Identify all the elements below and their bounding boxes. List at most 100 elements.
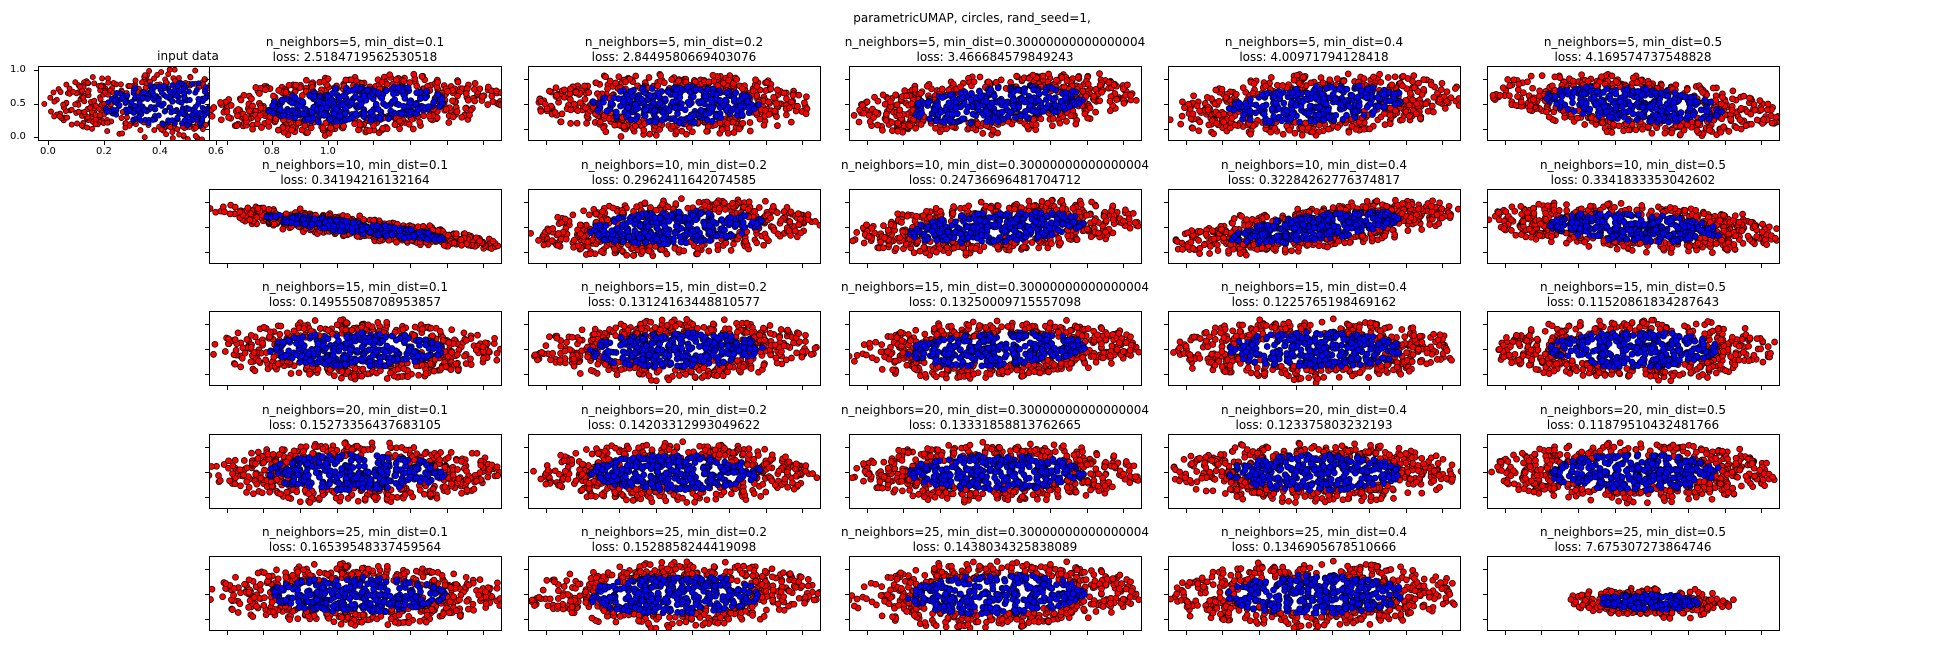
- outer-circle-point: [773, 122, 781, 129]
- outer-circle-point: [104, 119, 111, 126]
- inner-circle-point: [689, 93, 697, 101]
- outer-circle-point: [1052, 76, 1060, 84]
- outer-circle-point: [444, 119, 452, 126]
- outer-circle-point: [601, 128, 609, 136]
- outer-circle-point: [1725, 128, 1732, 135]
- inner-circle-point: [176, 88, 183, 95]
- inner-circle-point: [119, 94, 126, 101]
- outer-circle-point: [566, 96, 574, 103]
- outer-circle-point: [1528, 84, 1536, 92]
- outer-circle-point: [1726, 115, 1734, 123]
- outer-circle-point: [409, 70, 417, 78]
- scatter-plot: [1489, 71, 1779, 139]
- outer-circle-point: [566, 85, 574, 93]
- inner-circle-point: [317, 105, 325, 113]
- x-tick: [48, 141, 49, 145]
- inner-circle-point: [1235, 99, 1243, 107]
- x-tick: [903, 141, 905, 145]
- inner-circle-point: [1225, 105, 1233, 112]
- outer-circle-point: [392, 238, 400, 246]
- outer-circle-point: [443, 88, 451, 95]
- outer-circle-point: [873, 121, 881, 129]
- y-tick-label: 0.0: [10, 131, 26, 142]
- outer-circle-point: [285, 81, 292, 89]
- inner-circle-point: [976, 92, 984, 100]
- outer-circle-point: [1360, 75, 1367, 82]
- outer-circle-point: [911, 86, 918, 93]
- scatter-plot: [1168, 70, 1460, 139]
- outer-circle-point: [105, 79, 112, 86]
- inner-circle-point: [1045, 93, 1053, 101]
- inner-circle-point: [1286, 115, 1294, 123]
- y-tick: [34, 70, 38, 71]
- outer-circle-point: [1763, 106, 1771, 114]
- outer-circle-point: [1429, 108, 1437, 116]
- inner-circle-point: [1328, 83, 1335, 91]
- outer-circle-point: [243, 204, 251, 212]
- outer-circle-point: [118, 115, 125, 121]
- outer-circle-point: [242, 114, 249, 121]
- outer-circle-point: [1427, 81, 1435, 89]
- outer-circle-point: [68, 106, 75, 113]
- inner-circle-point: [738, 111, 745, 119]
- inner-circle-point: [104, 109, 110, 115]
- inner-circle-point: [1705, 115, 1712, 123]
- inner-circle-point: [199, 98, 206, 105]
- outer-circle-point: [487, 92, 495, 100]
- x-tick-label: 0.4: [152, 146, 168, 157]
- outer-circle-point: [906, 122, 913, 130]
- inner-circle-point: [938, 94, 946, 101]
- outer-circle-point: [1436, 95, 1443, 103]
- inner-circle-point: [1624, 117, 1632, 125]
- inner-circle-point: [1686, 98, 1694, 106]
- outer-circle-point: [1736, 116, 1743, 123]
- inner-circle-point: [163, 93, 170, 100]
- outer-circle-point: [1211, 86, 1219, 94]
- outer-circle-point: [453, 92, 461, 100]
- outer-circle-point: [688, 128, 696, 136]
- inner-circle-point: [299, 110, 306, 118]
- outer-circle-point: [409, 125, 417, 133]
- outer-circle-point: [378, 125, 386, 132]
- outer-circle-point: [74, 120, 81, 127]
- outer-circle-point: [1278, 82, 1286, 89]
- outer-circle-point: [1718, 93, 1726, 101]
- outer-circle-point: [489, 98, 496, 105]
- x-tick: [483, 141, 485, 145]
- x-tick: [272, 141, 273, 145]
- x-tick: [940, 141, 942, 145]
- inner-circle-point: [291, 94, 298, 102]
- outer-circle-point: [917, 121, 924, 128]
- outer-circle-point: [1195, 107, 1203, 115]
- outer-circle-point: [882, 117, 889, 124]
- inner-circle-point: [1612, 90, 1619, 98]
- inner-circle-point: [174, 114, 181, 121]
- outer-circle-point: [174, 126, 181, 133]
- inner-circle-point: [192, 108, 199, 115]
- outer-circle-point: [802, 93, 810, 101]
- outer-circle-point: [274, 126, 282, 134]
- outer-circle-point: [324, 75, 331, 83]
- inner-circle-point: [1579, 110, 1586, 118]
- outer-circle-point: [718, 126, 725, 133]
- inner-circle-point: [1390, 90, 1398, 98]
- inner-circle-point: [982, 97, 990, 105]
- y-tick: [204, 128, 209, 130]
- outer-circle-point: [1386, 111, 1393, 119]
- inner-circle-point: [1569, 88, 1577, 96]
- outer-circle-point: [1285, 126, 1293, 134]
- outer-circle-point: [1496, 92, 1503, 99]
- inner-circle-point: [156, 83, 163, 90]
- inner-circle-point: [1295, 118, 1303, 126]
- outer-circle-point: [141, 134, 148, 140]
- inner-circle-point: [367, 116, 374, 124]
- outer-circle-point: [1745, 94, 1753, 102]
- inner-circle-point: [1274, 105, 1282, 113]
- x-tick-label: 0.8: [264, 146, 280, 157]
- inner-circle-point: [1634, 88, 1641, 95]
- outer-circle-point: [1409, 72, 1417, 79]
- outer-circle-point: [794, 91, 802, 99]
- y-tick-label: 1.0: [10, 64, 26, 75]
- inner-circle-point: [1580, 90, 1588, 97]
- x-tick: [1332, 141, 1334, 145]
